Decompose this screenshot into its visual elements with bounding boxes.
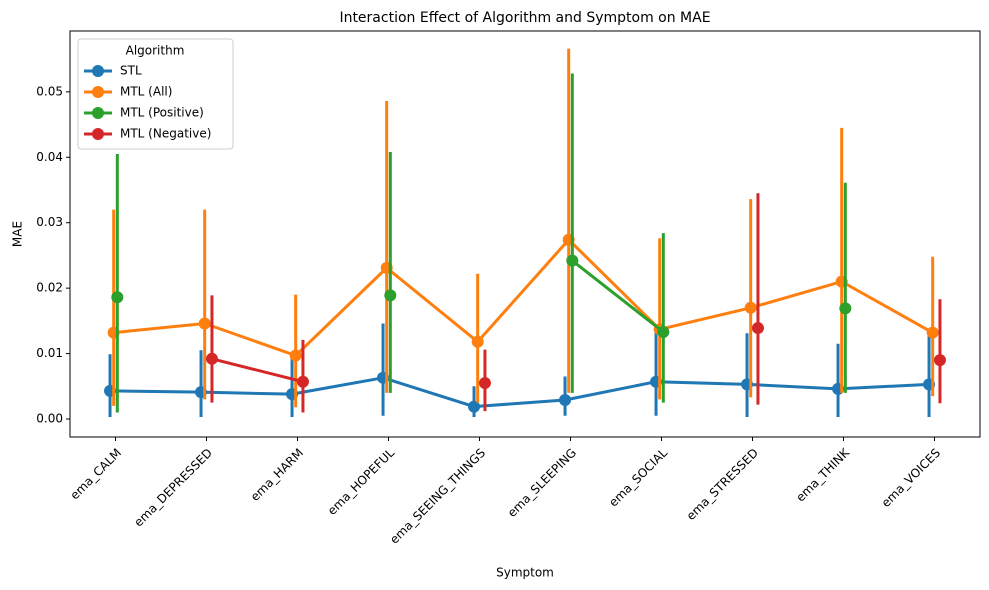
x-tick-label: ema_SEEING_THINGS: [387, 446, 488, 547]
point: [478, 377, 491, 390]
point: [751, 322, 764, 335]
axes-frame: [69, 30, 981, 438]
x-tick-label: ema_SOCIAL: [606, 445, 670, 509]
y-tick-label: 0.05: [36, 84, 63, 98]
legend-marker: [92, 65, 104, 77]
y-tick-label: 0.02: [36, 281, 63, 295]
series-line: [113, 237, 934, 358]
legend-box: [77, 38, 234, 150]
point: [933, 354, 946, 367]
y-tick-label: 0.03: [36, 215, 63, 229]
legend-label: MTL (Positive): [120, 106, 204, 120]
x-tick-label: ema_VOICES: [879, 446, 943, 510]
point: [289, 349, 302, 362]
point: [296, 375, 309, 388]
x-tick-label: ema_CALM: [67, 446, 124, 503]
x-tick-label: ema_THINK: [793, 445, 853, 505]
legend-marker: [92, 128, 104, 140]
point: [744, 301, 757, 314]
y-tick-label: 0.00: [36, 412, 63, 426]
x-axis-label: Symptom: [496, 566, 554, 580]
point: [384, 289, 397, 302]
point: [205, 352, 218, 365]
x-tick-label: ema_HARM: [248, 446, 306, 504]
legend-title: Algorithm: [126, 44, 185, 58]
point: [111, 291, 124, 304]
point: [471, 335, 484, 348]
x-tick-label: ema_STRESSED: [684, 446, 761, 523]
x-tick-label: ema_DEPRESSED: [131, 446, 215, 530]
point: [926, 326, 939, 339]
point: [468, 400, 481, 413]
x-tick-label: ema_HOPEFUL: [325, 445, 397, 517]
legend-label: MTL (Negative): [120, 127, 211, 141]
point: [559, 394, 572, 407]
point: [839, 302, 852, 315]
legend-label: STL: [120, 64, 142, 78]
y-tick-label: 0.04: [36, 150, 63, 164]
legend-marker: [92, 107, 104, 119]
point: [198, 317, 211, 330]
x-tick-label: ema_SLEEPING: [505, 446, 579, 520]
y-axis-label: MAE: [11, 221, 25, 247]
legend-label: MTL (All): [120, 85, 172, 99]
y-tick-label: 0.01: [36, 346, 63, 360]
series-line: [572, 261, 845, 332]
point: [657, 325, 670, 338]
legend-marker: [92, 86, 104, 98]
chart-title: Interaction Effect of Algorithm and Symp…: [339, 10, 710, 26]
series-line: [110, 376, 930, 409]
point: [566, 254, 579, 267]
series-line: [212, 359, 940, 382]
